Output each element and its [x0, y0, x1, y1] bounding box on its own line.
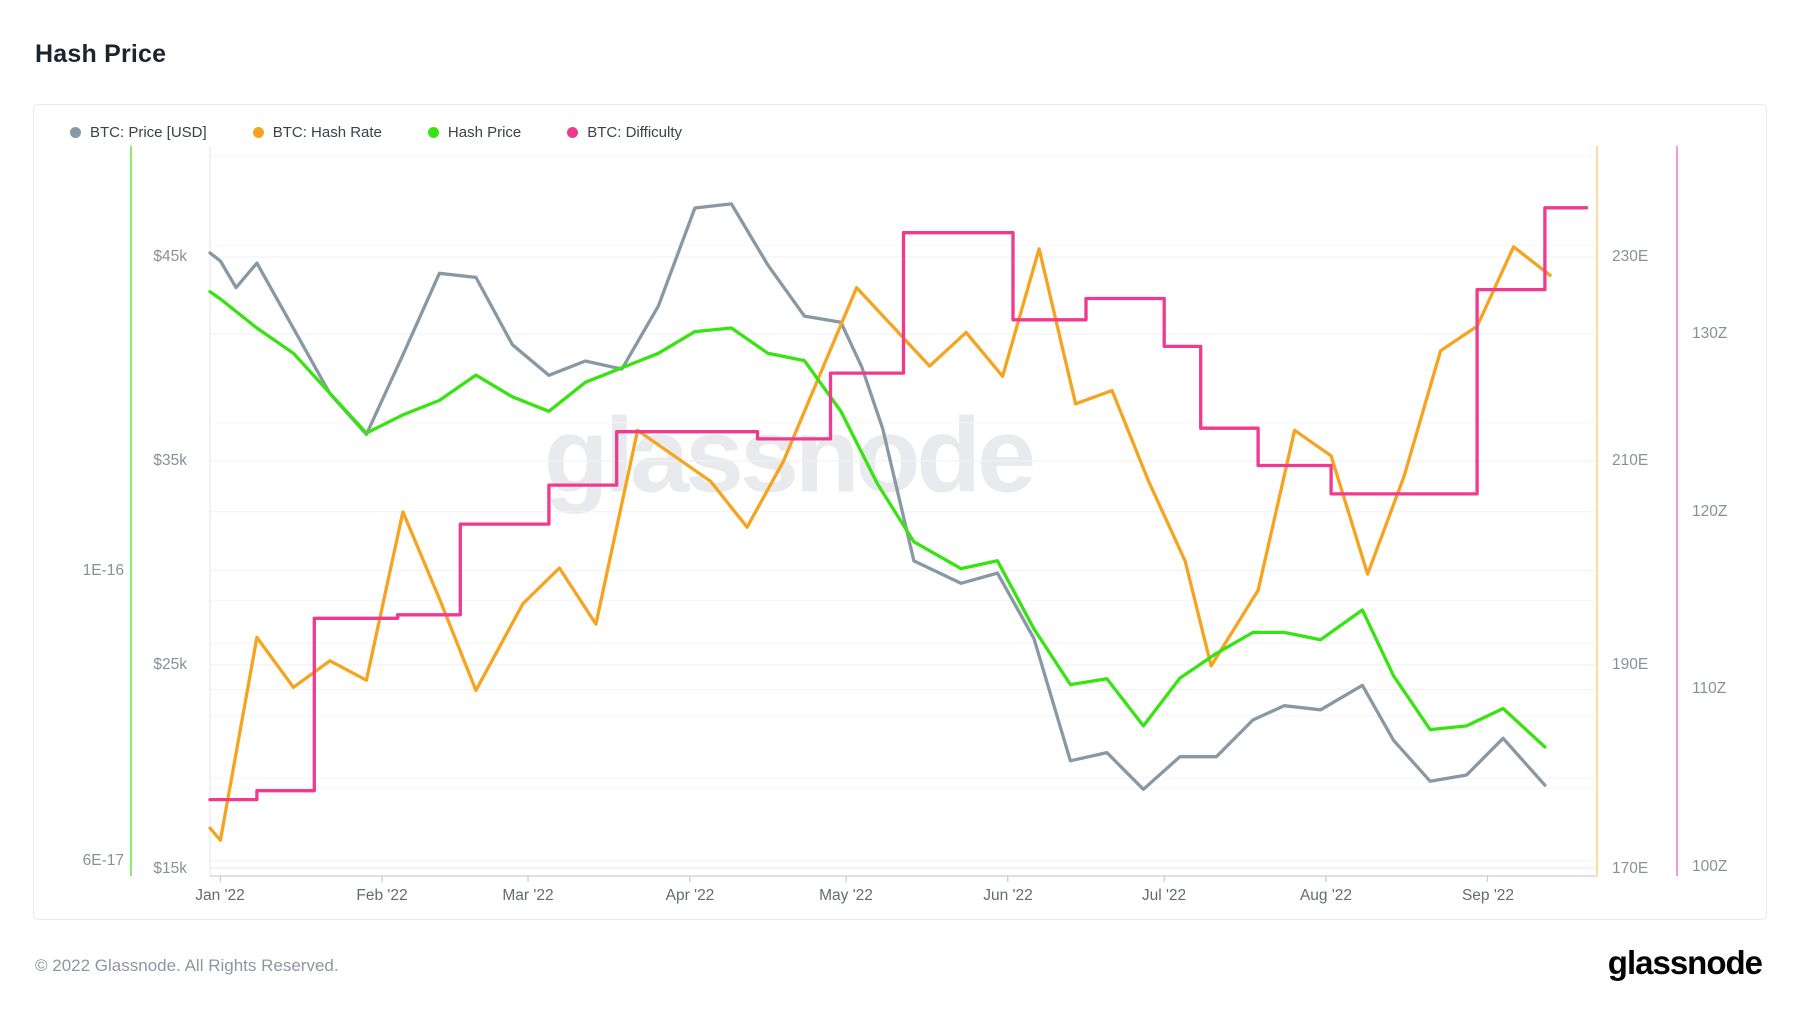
legend-dot-icon [70, 126, 81, 138]
x-axis-month-label: Mar '22 [502, 887, 554, 904]
series-hash-price[interactable] [208, 290, 1547, 749]
chart-legend: BTC: Price [USD] BTC: Hash Rate Hash Price… [70, 117, 682, 147]
x-axis-month-label: Feb '22 [356, 887, 408, 904]
difficulty-tick-label: 130Z [1692, 325, 1728, 342]
legend-dot-icon [252, 126, 264, 138]
x-axis-month-label: Jun '22 [983, 887, 1033, 904]
hash_rate-tick-label: 210E [1612, 452, 1649, 469]
legend-item-1[interactable]: BTC: Hash Rate [252, 123, 382, 141]
legend-dot-icon [427, 126, 439, 138]
chart-card: BTC: Price [USD] BTC: Hash Rate Hash Price… [33, 104, 1767, 920]
x-axis-month-label: Apr '22 [665, 887, 715, 904]
hash_rate-tick-label: 170E [1612, 860, 1649, 877]
series-btc-difficulty[interactable] [208, 206, 1589, 802]
legend-item-label: BTC: Hash Rate [272, 123, 382, 141]
x-axis-month-label: May '22 [819, 887, 873, 904]
price-tick-label: $25k [153, 656, 187, 673]
hash_rate-tick-label: 230E [1612, 248, 1649, 265]
footer-copyright: © 2022 Glassnode. All Rights Reserved. [35, 956, 339, 975]
legend-dot-icon [567, 126, 579, 138]
page-title: Hash Price [35, 40, 167, 68]
legend-item-3[interactable]: BTC: Difficulty [567, 124, 682, 141]
price-tick-label: $45k [153, 248, 187, 265]
difficulty-tick-label: 110Z [1692, 680, 1727, 697]
x-axis-month-label: Jan '22 [195, 887, 245, 904]
hash_price-tick-label: 1E-16 [82, 562, 124, 579]
legend-item-label: Hash Price [447, 123, 522, 141]
difficulty-tick-label: 100Z [1692, 858, 1728, 875]
hash_price-tick-label: 6E-17 [82, 852, 124, 869]
x-axis-month-label: Sep '22 [1461, 887, 1515, 904]
x-axis-month-label: Jul '22 [1141, 887, 1187, 904]
difficulty-tick-label: 120Z [1692, 503, 1728, 520]
x-axis-month-label: Aug '22 [1299, 887, 1353, 904]
chart-plot[interactable] [34, 105, 1768, 921]
legend-item-label: BTC: Price [USD] [90, 123, 207, 141]
glassnode-watermark: glassnode [543, 396, 1036, 515]
glassnode-logo: glassnode [1607, 944, 1763, 981]
legend-item-0[interactable]: BTC: Price [USD] [70, 124, 207, 141]
hash_rate-tick-label: 190E [1612, 656, 1649, 673]
price-tick-label: $15k [153, 860, 187, 877]
legend-item-2[interactable]: Hash Price [427, 123, 522, 141]
price-tick-label: $35k [153, 452, 187, 469]
series-btc-price-usd[interactable] [208, 202, 1547, 791]
legend-item-label: BTC: Difficulty [587, 123, 683, 141]
